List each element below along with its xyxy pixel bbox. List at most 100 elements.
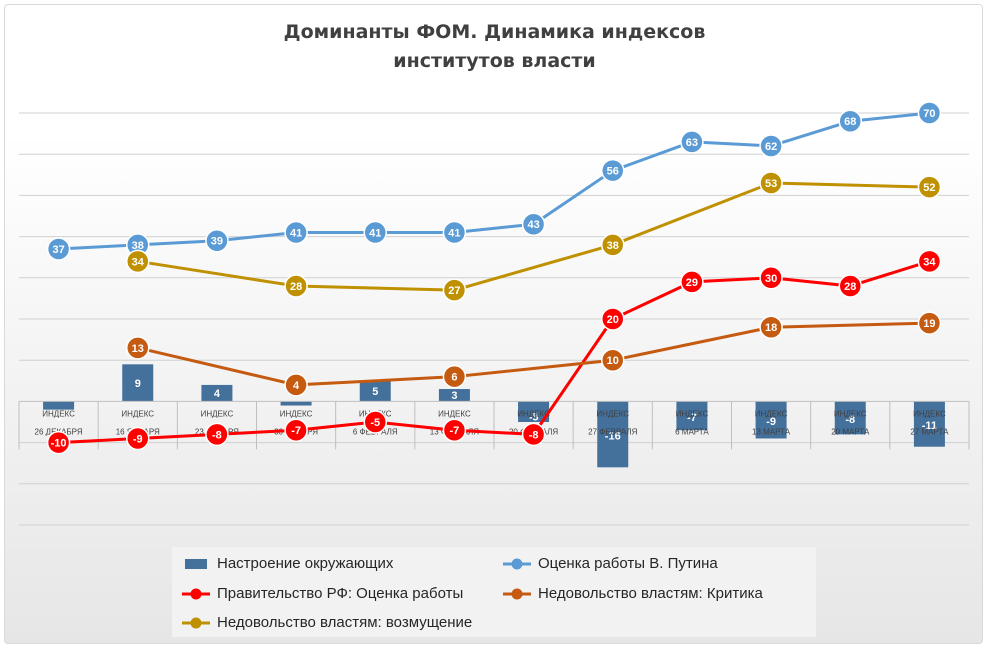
bar-mood bbox=[122, 364, 154, 402]
data-label: 68 bbox=[844, 116, 856, 128]
data-point bbox=[126, 336, 150, 360]
x-tick-label-prefix: ИНДЕКС bbox=[676, 409, 709, 418]
data-point bbox=[205, 228, 229, 253]
data-point bbox=[759, 134, 783, 158]
chart-frame bbox=[4, 4, 983, 644]
data-point bbox=[521, 212, 546, 236]
data-point bbox=[442, 418, 467, 442]
bar-value-label: 5 bbox=[372, 386, 378, 398]
chart-title-line2: институтов власти bbox=[393, 50, 596, 72]
bar-mood bbox=[834, 401, 866, 435]
x-tick-label: 13 МАРТА bbox=[752, 427, 791, 436]
bar-mood bbox=[597, 401, 629, 468]
data-label: 41 bbox=[369, 227, 381, 239]
x-tick-label-prefix: ИНДЕКС bbox=[42, 409, 75, 418]
data-point bbox=[601, 307, 625, 331]
data-label: 56 bbox=[607, 166, 619, 178]
data-point bbox=[759, 266, 783, 290]
data-point bbox=[363, 410, 387, 434]
data-point bbox=[917, 249, 942, 274]
bar-mood bbox=[438, 389, 470, 402]
bar-value-label: -16 bbox=[605, 430, 621, 442]
legend-swatch-mood bbox=[185, 559, 207, 569]
chart-title: Доминанты ФОМ. Динамика индексов институ… bbox=[0, 18, 989, 76]
data-point bbox=[442, 278, 467, 302]
data-label: 70 bbox=[923, 108, 935, 120]
data-label: 20 bbox=[607, 314, 619, 326]
legend-marker-putin bbox=[503, 558, 531, 570]
data-point bbox=[917, 175, 942, 199]
data-point bbox=[126, 249, 150, 274]
data-point bbox=[601, 158, 625, 183]
bar-mood bbox=[359, 380, 391, 402]
gridlines bbox=[19, 112, 969, 526]
data-label: 39 bbox=[211, 236, 223, 248]
data-point bbox=[680, 270, 704, 294]
data-label: 30 bbox=[765, 273, 777, 285]
data-label: 53 bbox=[765, 178, 777, 190]
data-point bbox=[284, 220, 308, 245]
series-line bbox=[58, 111, 930, 251]
chart-legend: Настроение окружающих Оценка работы В. П… bbox=[172, 547, 816, 637]
data-label: 38 bbox=[607, 240, 619, 252]
line-series-putin: 37 38 39 41 41 41 43 56 63 62 68 70 bbox=[46, 101, 942, 261]
data-label: 37 bbox=[52, 244, 64, 256]
bar-value-label: -11 bbox=[922, 420, 937, 432]
data-label: 41 bbox=[290, 227, 302, 239]
x-tick-label-prefix: ИНДЕКС bbox=[755, 409, 788, 418]
data-point bbox=[521, 422, 546, 447]
data-point bbox=[680, 130, 704, 154]
data-point bbox=[838, 109, 862, 133]
data-label: 6 bbox=[451, 372, 457, 384]
bar-value-label: -2 bbox=[54, 411, 64, 423]
data-label: 38 bbox=[132, 240, 144, 252]
bar-mood bbox=[755, 401, 787, 439]
data-label: 41 bbox=[448, 227, 460, 239]
data-label: -8 bbox=[529, 429, 539, 441]
bar-mood bbox=[280, 401, 312, 406]
legend-dot-putin bbox=[511, 558, 523, 570]
legend-marker-government bbox=[182, 588, 210, 600]
data-point bbox=[46, 237, 71, 261]
legend-label-government: Правительство РФ: Оценка работы bbox=[217, 585, 464, 602]
data-point bbox=[442, 220, 467, 245]
chart-title-line1: Доминанты ФОМ. Динамика индексов bbox=[283, 21, 706, 43]
data-label: 13 bbox=[132, 343, 144, 355]
x-tick-label-prefix: ИНДЕКС bbox=[596, 409, 629, 418]
data-point bbox=[46, 430, 71, 455]
data-point bbox=[838, 274, 862, 298]
data-label: -5 bbox=[370, 417, 380, 429]
series-line bbox=[137, 321, 930, 387]
series-line bbox=[137, 181, 930, 292]
bar-series-mood: -2 9 4 -1 5 3 -5 -16 -7 -9 -8 -11 bbox=[43, 364, 945, 468]
data-point bbox=[284, 373, 308, 397]
data-label: 27 bbox=[448, 285, 460, 297]
data-label: -8 bbox=[212, 429, 222, 441]
x-tick-label: 27 ФЕВРАЛЯ bbox=[588, 427, 637, 436]
bar-value-label: -9 bbox=[766, 416, 776, 428]
x-tick-label: 6 МАРТА bbox=[675, 427, 709, 436]
x-tick-label: 27 МАРТА bbox=[910, 427, 949, 436]
series-line bbox=[58, 259, 930, 445]
bar-value-label: 4 bbox=[214, 388, 221, 400]
legend-label-outrage: Недовольство властям: возмущение bbox=[217, 614, 473, 631]
x-tick-label-prefix: ИНДЕКС bbox=[438, 409, 471, 418]
data-point bbox=[601, 233, 625, 257]
bar-mood bbox=[518, 401, 550, 422]
legend-dot-criticism bbox=[511, 588, 523, 600]
legend-marker-criticism bbox=[503, 588, 531, 600]
legend-label-mood: Настроение окружающих bbox=[217, 555, 394, 572]
data-label: 28 bbox=[844, 281, 856, 293]
data-label: -7 bbox=[450, 425, 460, 437]
data-label: 63 bbox=[686, 137, 698, 149]
legend-dot-government bbox=[190, 588, 202, 600]
data-point bbox=[601, 348, 625, 372]
bar-value-label: -7 bbox=[687, 412, 697, 424]
data-point bbox=[284, 418, 308, 442]
bar-value-label: -1 bbox=[291, 411, 301, 423]
data-point bbox=[205, 422, 229, 447]
x-tick-label-prefix: ИНДЕКС bbox=[280, 409, 313, 418]
bar-value-label: -5 bbox=[529, 411, 539, 423]
data-label: 34 bbox=[132, 256, 145, 268]
data-point bbox=[126, 426, 150, 451]
